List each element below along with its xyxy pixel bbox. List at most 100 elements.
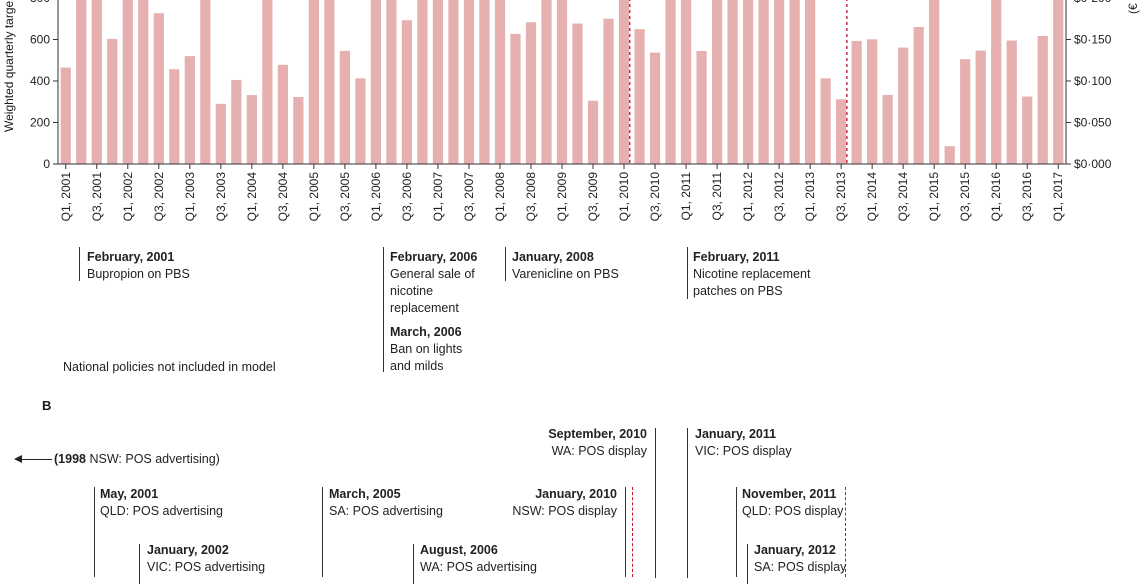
bar bbox=[680, 0, 692, 164]
arrow-year: (1998 bbox=[54, 452, 86, 466]
bar bbox=[510, 33, 521, 165]
event-line-sa-pos bbox=[322, 487, 323, 577]
bar bbox=[898, 47, 909, 164]
right-tick-label: $0·050 bbox=[1074, 116, 1112, 130]
x-tick-label: Q1, 2013 bbox=[803, 172, 817, 222]
bar bbox=[944, 146, 955, 164]
bar bbox=[76, 0, 87, 164]
bar bbox=[991, 0, 1002, 164]
bar bbox=[603, 18, 614, 164]
bar bbox=[138, 0, 149, 164]
x-tick-label: Q3, 2009 bbox=[586, 172, 600, 222]
event-wa-pos-advertising: August, 2006 WA: POS advertising bbox=[420, 542, 537, 576]
x-tick-label: Q3, 2006 bbox=[400, 172, 414, 222]
bar bbox=[401, 20, 413, 164]
bar bbox=[960, 59, 971, 164]
x-tick-label: Q1, 2016 bbox=[989, 172, 1003, 222]
bar bbox=[107, 38, 118, 164]
bar bbox=[479, 0, 490, 164]
right-tick-label: $0·200 bbox=[1074, 0, 1112, 5]
event-text: VIC: POS advertising bbox=[147, 560, 266, 574]
event-vic-pos-display: January, 2011 VIC: POS display bbox=[695, 426, 792, 460]
x-tick-label: Q3, 2016 bbox=[1020, 172, 1034, 222]
arrow-text: NSW: POS advertising) bbox=[89, 452, 220, 466]
bar bbox=[711, 0, 723, 164]
panel-b-label: B bbox=[42, 398, 52, 413]
bar bbox=[417, 0, 428, 164]
bar bbox=[649, 52, 661, 165]
arrow-left-icon bbox=[14, 455, 22, 464]
x-tick-label: Q1, 2005 bbox=[307, 172, 321, 222]
event-text: Nicotine replacement patches on PBS bbox=[693, 267, 811, 298]
right-tick-label: $0·150 bbox=[1074, 33, 1112, 47]
event-text: QLD: POS advertising bbox=[100, 504, 223, 518]
event-line-wa-display bbox=[655, 428, 656, 578]
y-tick-label: 400 bbox=[30, 74, 50, 88]
x-tick-label: Q1, 2014 bbox=[865, 172, 879, 222]
event-date: September, 2010 bbox=[548, 427, 647, 441]
bar bbox=[339, 50, 351, 164]
x-tick-label: Q1, 2012 bbox=[741, 172, 755, 222]
y-tick-label: 0 bbox=[43, 157, 50, 171]
x-tick-label: Q1, 2002 bbox=[121, 172, 135, 222]
bar bbox=[556, 0, 568, 164]
event-line-patches bbox=[687, 247, 688, 299]
event-line-qld-display bbox=[736, 487, 737, 577]
event-date: February, 2001 bbox=[87, 250, 175, 264]
bar bbox=[1022, 96, 1033, 164]
bar bbox=[742, 0, 754, 164]
x-tick-label: Q3, 2010 bbox=[648, 172, 662, 222]
bar bbox=[262, 0, 273, 164]
reference-line-nsw-display bbox=[632, 487, 633, 577]
x-tick-label: Q1, 2010 bbox=[617, 172, 631, 222]
bar bbox=[355, 78, 366, 164]
event-line-nicotine-sale bbox=[383, 247, 384, 372]
bar bbox=[867, 39, 878, 165]
x-tick-label: Q1, 2007 bbox=[431, 172, 445, 222]
bar bbox=[200, 0, 211, 164]
event-text: Bupropion on PBS bbox=[87, 267, 190, 281]
bar bbox=[308, 0, 319, 164]
y-tick-label: 600 bbox=[30, 33, 50, 47]
bar bbox=[541, 0, 552, 164]
x-tick-label: Q3, 2002 bbox=[152, 172, 166, 222]
x-tick-label: Q3, 2008 bbox=[524, 172, 538, 222]
event-text: Ban on lights and milds bbox=[390, 342, 463, 373]
x-tick-label: Q3, 2015 bbox=[958, 172, 972, 222]
x-tick-label: Q1, 2015 bbox=[927, 172, 941, 222]
event-sa-pos-advertising: March, 2005 SA: POS advertising bbox=[329, 486, 443, 520]
event-line-varenicline bbox=[505, 247, 506, 281]
event-text: WA: POS advertising bbox=[420, 560, 537, 574]
x-tick-label: Q3, 2007 bbox=[462, 172, 476, 222]
bar bbox=[882, 94, 893, 164]
event-text: WA: POS display bbox=[551, 444, 647, 458]
x-tick-label: Q1, 2009 bbox=[555, 172, 569, 222]
event-date: March, 2006 bbox=[390, 325, 462, 339]
bar bbox=[60, 67, 71, 164]
bar bbox=[277, 64, 288, 164]
x-tick-label: Q1, 2001 bbox=[59, 172, 73, 222]
bar bbox=[587, 100, 599, 164]
x-tick-label: Q3, 2005 bbox=[338, 172, 352, 222]
bar bbox=[463, 0, 475, 164]
bar bbox=[975, 50, 986, 165]
x-tick-label: Q1, 2006 bbox=[369, 172, 383, 222]
right-axis-label: (€ bbox=[1126, 3, 1140, 14]
event-qld-pos-advertising: May, 2001 QLD: POS advertising bbox=[100, 486, 223, 520]
bar bbox=[851, 40, 862, 164]
event-date: January, 2008 bbox=[512, 250, 594, 264]
event-date: January, 2010 bbox=[535, 487, 617, 501]
event-date: January, 2011 bbox=[695, 427, 777, 441]
event-lights-milds: March, 2006 Ban on lights and milds bbox=[390, 324, 482, 375]
bar bbox=[836, 99, 847, 164]
bar bbox=[91, 0, 102, 164]
event-text: SA: POS advertising bbox=[329, 504, 443, 518]
event-date: August, 2006 bbox=[420, 543, 498, 557]
x-tick-label: Q3, 2012 bbox=[772, 172, 786, 222]
y-tick-label: 800 bbox=[30, 0, 50, 5]
x-tick-label: Q1, 2017 bbox=[1051, 172, 1065, 222]
event-nicotine-sale: February, 2006 General sale of nicotine … bbox=[390, 249, 482, 317]
bar bbox=[696, 50, 707, 164]
right-tick-label: $0·100 bbox=[1074, 74, 1112, 88]
x-tick-label: Q3, 2004 bbox=[276, 172, 290, 222]
